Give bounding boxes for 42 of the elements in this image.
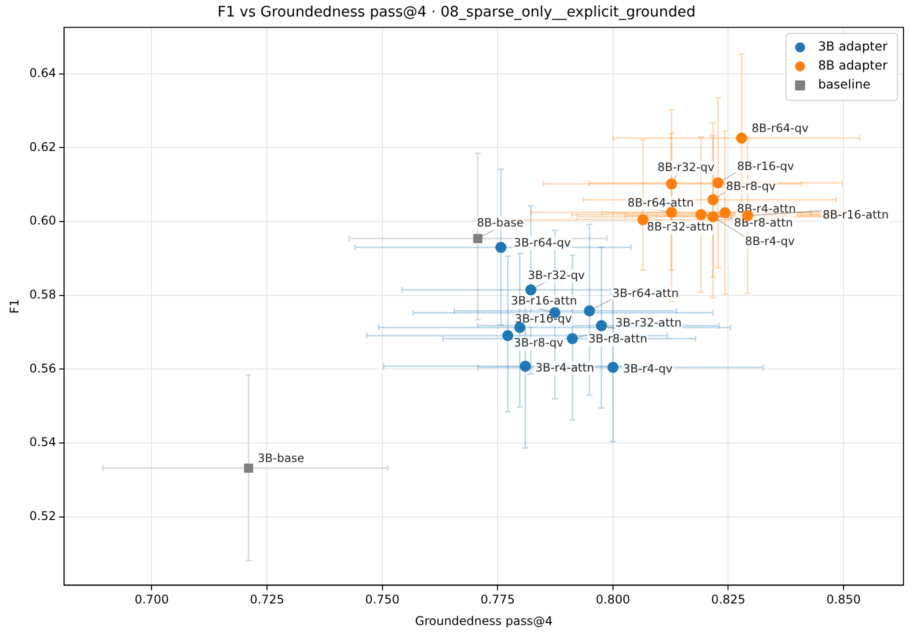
y-tick-label: 0.62 <box>29 140 56 154</box>
annotation: 3B-r8-attn <box>588 332 648 346</box>
legend-label: 8B adapter <box>818 58 888 73</box>
annotation: 8B-r32-attn <box>646 220 714 234</box>
annotation: 3B-r32-attn <box>615 316 682 330</box>
y-tick-label: 0.64 <box>29 66 56 80</box>
annotation: 3B-r4-attn <box>535 360 594 374</box>
x-axis-title: Groundedness pass@4 <box>415 614 553 628</box>
annotation: 8B-r8-attn <box>734 216 793 230</box>
annotation: 8B-r32-qv <box>658 160 715 174</box>
annotation: 3B-r8-qv <box>514 336 564 350</box>
annotation: 8B-r4-attn <box>737 202 796 216</box>
y-tick-label: 0.60 <box>29 214 56 228</box>
x-tick-label: 0.725 <box>250 592 284 607</box>
annotation: 8B-base <box>476 216 524 230</box>
annotation: 8B-r16-qv <box>737 158 794 173</box>
annotation: 3B-r16-attn <box>510 294 578 308</box>
annotation: 3B-r16-qv <box>514 312 572 326</box>
y-axis-title: F1 <box>7 299 22 314</box>
x-tick-label: 0.775 <box>480 592 515 607</box>
annotation: 8B-r16-attn <box>822 208 889 222</box>
annotation: 3B-r4-qv <box>622 361 673 376</box>
legend-label: 3B adapter <box>818 38 888 54</box>
annotation: 3B-base <box>258 451 304 466</box>
x-tick-label: 0.700 <box>134 592 169 607</box>
y-tick-label: 0.54 <box>29 435 56 450</box>
y-tick-label: 0.56 <box>29 361 56 376</box>
annotation: 8B-r64-qv <box>752 121 809 136</box>
chart-title: F1 vs Groundedness pass@4 · 08_sparse_only__explicit_grounded <box>217 4 696 20</box>
annotation: 8B-r4-qv <box>745 234 795 248</box>
annotation: 3B-r64-qv <box>514 235 572 250</box>
x-tick-label: 0.800 <box>596 592 630 607</box>
x-tick-label: 0.825 <box>711 592 746 607</box>
annotation: 8B-r8-qv <box>726 178 776 193</box>
x-tick-label: 0.750 <box>365 592 400 607</box>
annotation: 8B-r64-attn <box>628 195 694 210</box>
annotation: 3B-r64-attn <box>612 286 679 300</box>
legend-label: baseline <box>818 76 871 92</box>
y-tick-label: 0.58 <box>29 288 56 302</box>
annotation: 3B-r32-qv <box>528 268 586 282</box>
y-tick-label: 0.52 <box>29 509 56 524</box>
x-tick-label: 0.850 <box>826 592 861 607</box>
